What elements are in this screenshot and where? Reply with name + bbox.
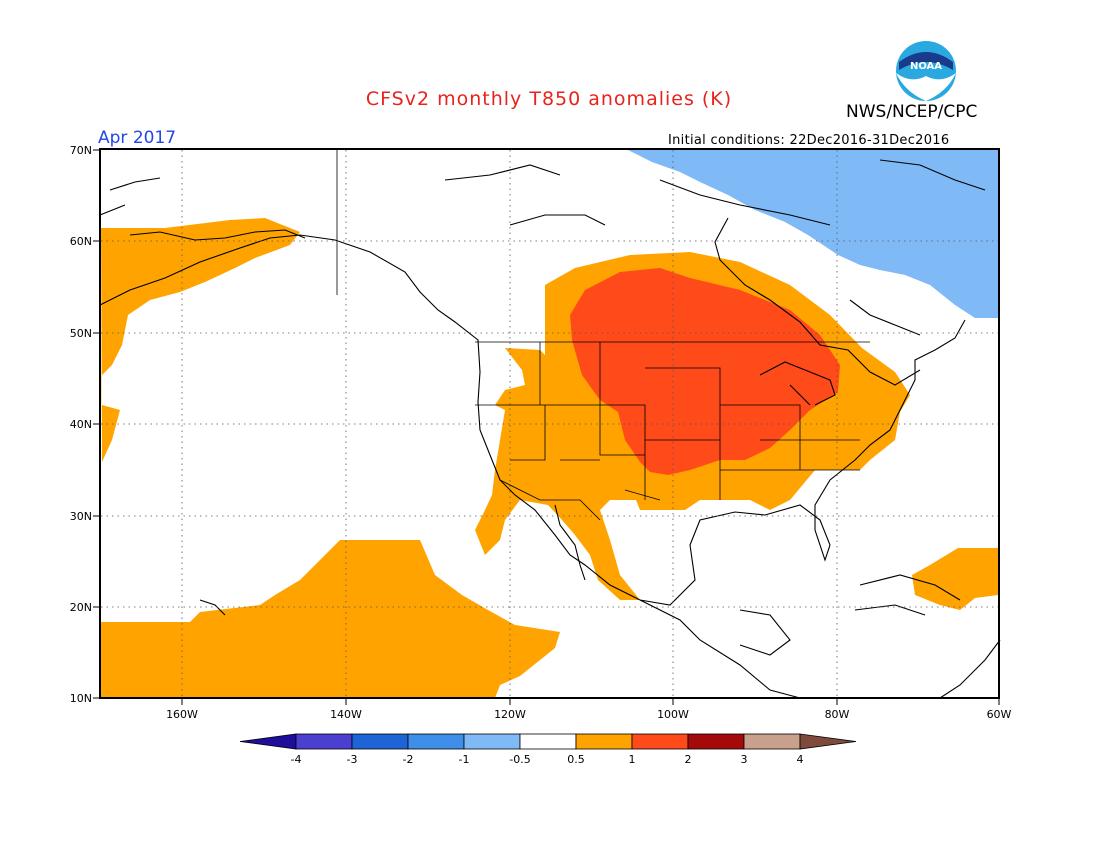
colorbar-label: -0.5 bbox=[509, 753, 530, 766]
graticule bbox=[101, 150, 999, 698]
colorbar-label: 4 bbox=[797, 753, 804, 766]
cool-region-arctic bbox=[628, 150, 998, 318]
colorbar-label: 0.5 bbox=[567, 753, 585, 766]
colorbar-segment bbox=[575, 733, 633, 750]
lon-label: 80W bbox=[825, 708, 850, 721]
colorbar-labels: -4 -3 -2 -1 -0.5 0.5 1 2 3 4 bbox=[291, 753, 804, 766]
latitude-labels: 70N 60N 50N 40N 30N 20N 10N bbox=[70, 144, 92, 705]
colorbar-label: -4 bbox=[291, 753, 302, 766]
noaa-logo-text: NOAA bbox=[910, 61, 942, 72]
colorbar-label: 3 bbox=[741, 753, 748, 766]
colorbar-label: 2 bbox=[685, 753, 692, 766]
lat-label: 60N bbox=[70, 235, 92, 248]
warm-core-central-us bbox=[570, 268, 840, 475]
lon-label: 140W bbox=[330, 708, 362, 721]
lat-label: 70N bbox=[70, 144, 92, 157]
colorbar-segment bbox=[687, 733, 745, 750]
longitude-labels: 160W 140W 120W 100W 80W 60W bbox=[166, 708, 1011, 721]
colorbar-max-arrow bbox=[799, 733, 857, 750]
anomaly-fields bbox=[101, 150, 998, 698]
lat-label: 40N bbox=[70, 418, 92, 431]
chart-title: CFSv2 monthly T850 anomalies (K) bbox=[365, 88, 733, 110]
colorbar-segment bbox=[407, 733, 465, 750]
noaa-logo: NOAA bbox=[896, 41, 956, 101]
lat-label: 10N bbox=[70, 692, 92, 705]
coastlines bbox=[99, 159, 1001, 699]
colorbar-segment bbox=[463, 733, 521, 750]
colorbar bbox=[239, 733, 857, 750]
lon-label: 120W bbox=[494, 708, 526, 721]
colorbar-segment bbox=[295, 733, 353, 750]
lon-label: 100W bbox=[657, 708, 689, 721]
colorbar-label: -3 bbox=[347, 753, 358, 766]
colorbar-segment bbox=[743, 733, 801, 750]
colorbar-label: -2 bbox=[403, 753, 414, 766]
organization-label: NWS/NCEP/CPC bbox=[846, 102, 978, 122]
lon-label: 60W bbox=[987, 708, 1012, 721]
warm-region-atlantic bbox=[912, 548, 998, 610]
lat-label: 20N bbox=[70, 601, 92, 614]
lat-label: 30N bbox=[70, 510, 92, 523]
lat-label: 50N bbox=[70, 327, 92, 340]
colorbar-min-arrow bbox=[239, 733, 297, 750]
warm-region-pacific bbox=[101, 540, 560, 698]
colorbar-segment bbox=[351, 733, 409, 750]
colorbar-segment bbox=[519, 733, 577, 750]
warm-region-alaska bbox=[101, 218, 300, 462]
colorbar-segment bbox=[631, 733, 689, 750]
colorbar-label: -1 bbox=[459, 753, 470, 766]
lon-label: 160W bbox=[166, 708, 198, 721]
axis-ticks bbox=[93, 149, 1000, 705]
warm-region-western-us bbox=[475, 348, 640, 600]
initial-conditions-label: Initial conditions: 22Dec2016-31Dec2016 bbox=[668, 133, 950, 148]
colorbar-label: 1 bbox=[629, 753, 636, 766]
political-borders bbox=[336, 150, 870, 521]
valid-month-label: Apr 2017 bbox=[98, 128, 177, 148]
